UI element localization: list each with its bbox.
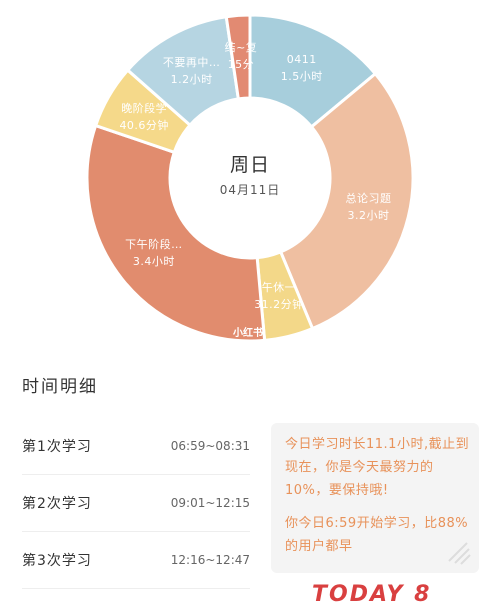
session-row-2[interactable]: 第2次学习 09:01~12:15	[22, 475, 250, 532]
note-line-duration: 今日学习时长11.1小时,截止到现在，你是今天最努力的10%，要保持哦!	[285, 437, 470, 498]
slice-label-7: 结~复 15分	[225, 39, 258, 73]
slice-name: 午休一	[261, 281, 297, 295]
slice-value: 1.5小时	[280, 69, 323, 83]
slice-label-6: 不要再中… 1.2小时	[163, 54, 221, 88]
slice-label-5: 晚阶段学 40.6分钟	[119, 100, 169, 134]
session-time: 09:01~12:15	[170, 496, 250, 510]
session-list: 第1次学习 06:59~08:31 第2次学习 09:01~12:15 第3次学…	[22, 418, 250, 589]
donut-hole	[170, 98, 330, 258]
center-date-label: 04月11日	[219, 183, 281, 197]
slice-label-1: 0411 1.5小时	[281, 51, 323, 85]
slice-value: 40.6分钟	[119, 118, 169, 132]
slice-name: 下午阶段…	[125, 238, 183, 252]
slice-name: 晚阶段学	[121, 101, 168, 115]
stripes-decoration-icon	[448, 542, 471, 565]
slice-label-3: 午休一 31.2分钟	[254, 279, 304, 313]
slice-value: 15分	[227, 58, 255, 72]
session-row-1[interactable]: 第1次学习 06:59~08:31	[22, 418, 250, 475]
slice-value: 3.2小时	[347, 209, 390, 223]
center-day-label: 周日	[229, 154, 270, 176]
time-details-title: 时间明细	[22, 377, 98, 397]
study-time-donut-chart: 0411 1.5小时总论习题 3.2小时午休一 31.2分钟 下午阶段… 3.4小时 晚阶段…	[85, 13, 415, 343]
slice-name: 0411	[286, 52, 317, 66]
donut-svg	[85, 13, 415, 343]
slice-value: 1.2小时	[170, 72, 213, 86]
slice-name: 不要再中…	[162, 55, 221, 69]
session-time: 06:59~08:31	[170, 439, 250, 453]
slice-name: 结~复	[224, 41, 258, 55]
session-row-3[interactable]: 第3次学习 12:16~12:47	[22, 532, 250, 589]
session-label: 第3次学习	[22, 553, 92, 569]
note-line-start: 你今日6:59开始学习，比88%的用户都早	[285, 516, 469, 554]
slice-value: 3.4小时	[132, 255, 175, 269]
watermark-text: 小红书	[233, 328, 263, 339]
session-label: 第2次学习	[22, 496, 92, 512]
slice-name: 总论习题	[345, 192, 392, 206]
encouragement-note-card: 今日学习时长11.1小时,截止到现在，你是今天最努力的10%，要保持哦! 你今日…	[271, 423, 479, 573]
today-banner: TODAY 8	[312, 582, 432, 607]
session-time: 12:16~12:47	[170, 553, 250, 567]
slice-label-2: 总论习题 3.2小时	[345, 190, 391, 224]
slice-label-4: 下午阶段… 3.4小时	[125, 236, 183, 270]
slice-value: 31.2分钟	[254, 298, 304, 312]
note-text: 今日学习时长11.1小时,截止到现在，你是今天最努力的10%，要保持哦! 你今日…	[285, 433, 471, 568]
session-label: 第1次学习	[22, 439, 92, 455]
